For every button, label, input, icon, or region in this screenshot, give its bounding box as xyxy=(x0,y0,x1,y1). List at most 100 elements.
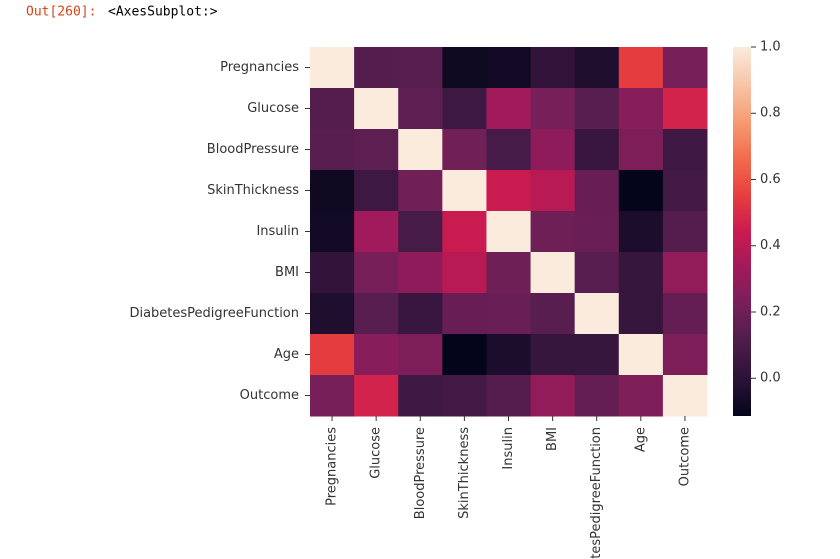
y-tick-label: DiabetesPedigreeFunction xyxy=(129,306,299,321)
heatmap-cell xyxy=(530,88,576,130)
heatmap-cell xyxy=(310,293,355,335)
colorbar-tick-label: 0.4 xyxy=(760,238,781,253)
heatmap-cell xyxy=(618,47,664,89)
heatmap-cell xyxy=(618,375,664,417)
heatmap-cell xyxy=(662,88,708,130)
heatmap-cell xyxy=(486,293,532,335)
x-tick-label: Insulin xyxy=(501,427,516,470)
y-tick-label: Pregnancies xyxy=(220,60,299,75)
heatmap-cell xyxy=(354,252,399,294)
heatmap-cell xyxy=(310,47,355,89)
heatmap-cell xyxy=(574,334,620,376)
y-tick-label: Glucose xyxy=(247,101,299,116)
heatmap-cell xyxy=(662,252,708,294)
heatmap-cell xyxy=(442,47,487,89)
heatmap-cell xyxy=(618,129,664,171)
heatmap-cell xyxy=(442,129,487,171)
heatmap-cell xyxy=(530,252,576,294)
heatmap-cell xyxy=(398,129,443,171)
y-tick-label: BMI xyxy=(275,265,299,280)
heatmap-cell xyxy=(310,88,355,130)
x-tick-label: Glucose xyxy=(369,427,384,479)
heatmap-cell xyxy=(354,88,399,130)
heatmap-cell xyxy=(574,88,620,130)
heatmap-cell xyxy=(354,293,399,335)
heatmap-cell xyxy=(310,211,355,253)
x-tick-label: DiabetesPedigreeFunction xyxy=(589,427,604,559)
colorbar-tick-label: 0.2 xyxy=(760,304,781,319)
x-tick-label: Pregnancies xyxy=(325,427,340,506)
heatmap-cell xyxy=(662,47,708,89)
heatmap-cell xyxy=(530,47,576,89)
heatmap-cell xyxy=(398,252,443,294)
output-text: <AxesSubplot:> xyxy=(108,5,218,20)
y-tick-label: BloodPressure xyxy=(207,142,299,157)
heatmap-cell xyxy=(398,293,443,335)
heatmap-cell xyxy=(618,211,664,253)
colorbar-tick-label: 0.0 xyxy=(760,371,781,386)
heatmap-cell xyxy=(354,334,399,376)
heatmap-cell xyxy=(618,252,664,294)
heatmap-cell xyxy=(574,170,620,212)
heatmap-cell xyxy=(486,129,532,171)
heatmap-cell xyxy=(574,252,620,294)
x-tick-label: Age xyxy=(633,427,648,452)
heatmap-cell xyxy=(486,170,532,212)
heatmap-cell xyxy=(310,252,355,294)
heatmap-cell xyxy=(618,88,664,130)
heatmap-cell xyxy=(530,211,576,253)
heatmap-cell xyxy=(486,334,532,376)
heatmap-cell xyxy=(310,170,355,212)
heatmap-cell xyxy=(354,170,399,212)
heatmap-cell xyxy=(486,375,532,417)
heatmap-cell xyxy=(574,293,620,335)
heatmap-cell xyxy=(442,211,487,253)
heatmap-cell xyxy=(398,47,443,89)
heatmap-cell xyxy=(398,170,443,212)
heatmap-cell xyxy=(662,334,708,376)
heatmap-cell xyxy=(530,334,576,376)
heatmap-cell xyxy=(574,129,620,171)
y-tick-label: Insulin xyxy=(256,224,299,239)
heatmap-cell xyxy=(530,129,576,171)
heatmap-cell xyxy=(530,293,576,335)
heatmap-cell xyxy=(398,211,443,253)
heatmap-cell xyxy=(398,334,443,376)
colorbar-tick-label: 0.6 xyxy=(760,172,781,187)
heatmap-cell xyxy=(486,88,532,130)
heatmap-cell xyxy=(618,170,664,212)
heatmap-cell xyxy=(310,334,355,376)
colorbar-tick-label: 0.8 xyxy=(760,106,781,121)
colorbar-tick-label: 1.0 xyxy=(760,40,781,55)
heatmap-cell xyxy=(618,334,664,376)
heatmap-cell xyxy=(442,170,487,212)
y-tick-label: Outcome xyxy=(240,388,299,403)
x-tick-label: BMI xyxy=(545,427,560,451)
heatmap-cell xyxy=(310,375,355,417)
heatmap-cell xyxy=(354,129,399,171)
heatmap-cell xyxy=(310,129,355,171)
heatmap-cell xyxy=(442,334,487,376)
x-tick-label: SkinThickness xyxy=(457,427,472,519)
heatmap-cell xyxy=(662,170,708,212)
heatmap-cell xyxy=(662,293,708,335)
heatmap-cell xyxy=(662,375,708,417)
out-prompt: Out[260]: xyxy=(26,5,96,20)
x-tick-label: Outcome xyxy=(677,427,692,486)
heatmap-cell xyxy=(442,293,487,335)
heatmap-cell xyxy=(398,88,443,130)
heatmap-cell xyxy=(442,252,487,294)
heatmap-cell xyxy=(486,211,532,253)
heatmap-cell xyxy=(574,47,620,89)
heatmap-cell xyxy=(398,375,443,417)
heatmap-cell xyxy=(618,293,664,335)
heatmap-cell xyxy=(662,129,708,171)
heatmap-cell xyxy=(486,47,532,89)
x-tick-label: BloodPressure xyxy=(413,427,428,519)
heatmap-cell xyxy=(442,88,487,130)
heatmap-cell xyxy=(530,375,576,417)
heatmap-cell xyxy=(354,47,399,89)
heatmap-cell xyxy=(354,211,399,253)
heatmap-cell xyxy=(574,375,620,417)
